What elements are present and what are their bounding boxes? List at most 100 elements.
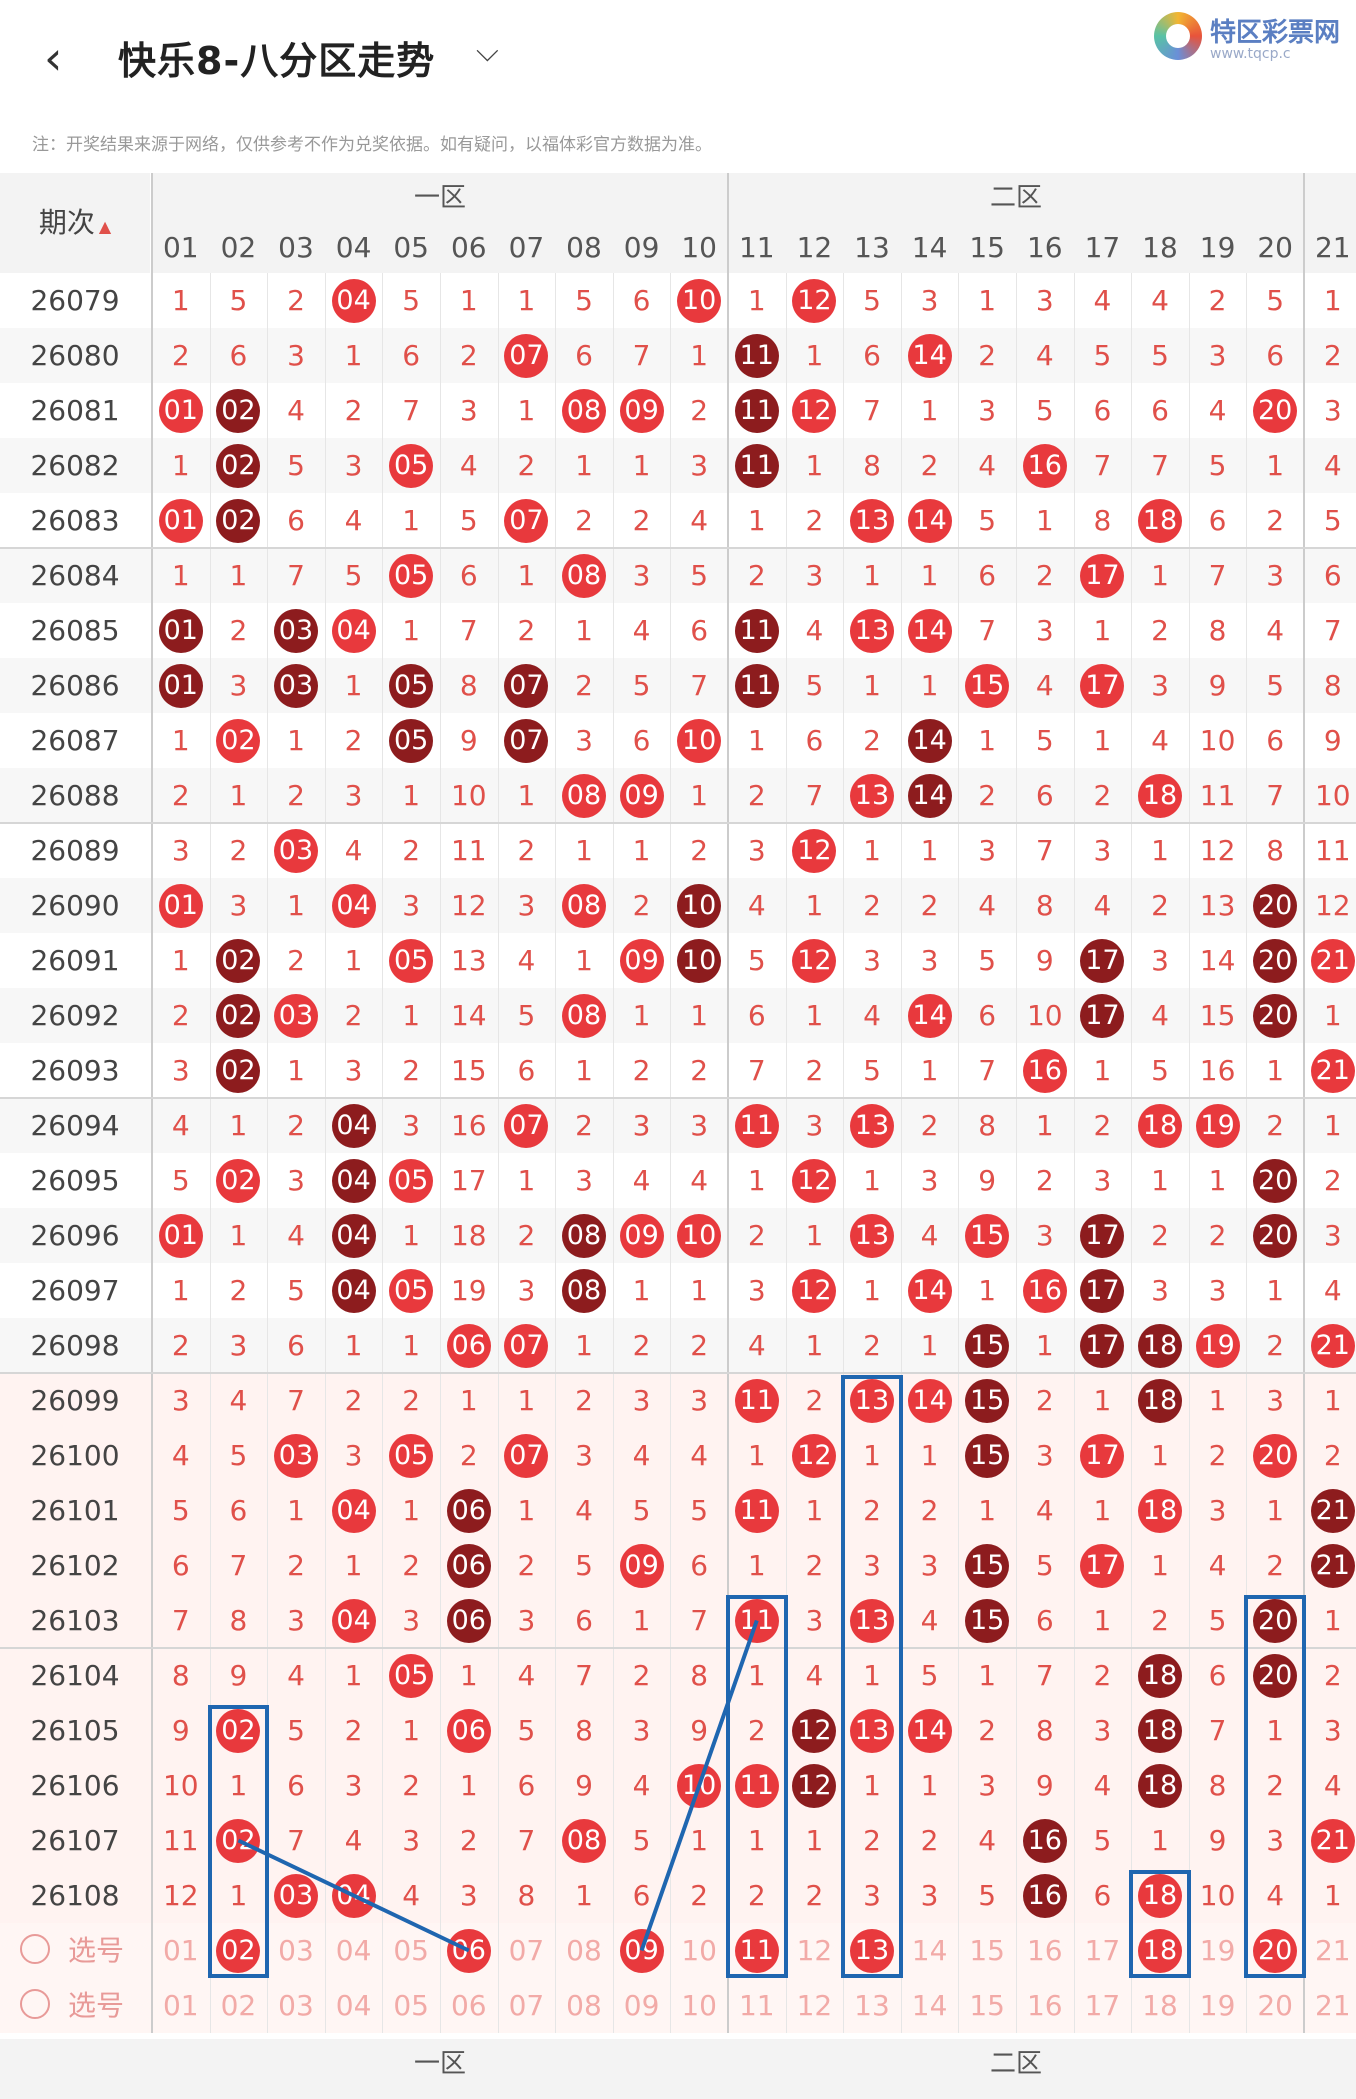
select-number[interactable]: 18: [1142, 1989, 1178, 2022]
select-number[interactable]: 08: [566, 1989, 602, 2022]
chevron-down-icon[interactable]: ⌵: [476, 34, 499, 69]
select-number[interactable]: 13: [854, 1989, 890, 2022]
page-title[interactable]: 快乐8-八分区走势: [118, 39, 436, 83]
number-cell: 8: [1035, 889, 1054, 922]
number-cell: 16: [1016, 438, 1074, 493]
number-cell: 1: [1035, 1329, 1054, 1362]
number-cell: 4: [747, 889, 766, 922]
select-number[interactable]: 04: [335, 1989, 372, 2022]
logo-text: 特区彩票网: [1210, 18, 1341, 48]
select-number[interactable]: 03: [278, 1934, 314, 1967]
number-cell: 1: [575, 1329, 593, 1362]
picked-ball[interactable]: 20: [1253, 1928, 1298, 1973]
select-number[interactable]: 12: [796, 1989, 833, 2022]
select-number[interactable]: 04: [335, 1934, 372, 1967]
number-cell: 1: [1093, 724, 1112, 757]
number-cell: 5: [344, 559, 363, 592]
select-number[interactable]: 08: [566, 1934, 602, 1967]
number-cell: 3: [517, 889, 536, 922]
period-cell: 26093: [30, 1054, 120, 1087]
select-number[interactable]: 18: [1131, 1923, 1189, 1978]
select-radio[interactable]: [20, 1934, 50, 1964]
drawn-ball: 15: [965, 1213, 1010, 1258]
select-number[interactable]: 06: [450, 1989, 487, 2022]
sort-icon[interactable]: ▲: [98, 217, 112, 236]
select-number[interactable]: 05: [393, 1989, 429, 2022]
picked-ball[interactable]: 02: [216, 1928, 261, 1973]
number-cell: 4: [459, 449, 478, 482]
number-cell: 01: [152, 1208, 210, 1263]
column-header: 08: [555, 223, 613, 273]
select-number[interactable]: 10: [681, 1989, 717, 2022]
number-cell: 3: [863, 1879, 881, 1912]
number-cell: 2: [632, 889, 651, 922]
select-number[interactable]: 14: [911, 1989, 948, 2022]
number-cell: 1: [805, 1494, 824, 1527]
picked-ball[interactable]: 11: [734, 1928, 779, 1973]
drawn-ball: 20: [1253, 993, 1298, 1038]
highlight-box: [726, 1595, 788, 1978]
back-arrow-icon[interactable]: ‹: [44, 31, 63, 85]
select-number[interactable]: 19: [1199, 1989, 1236, 2022]
period-header[interactable]: 期次 ▲: [0, 173, 150, 273]
select-number[interactable]: 17: [1084, 1989, 1121, 2022]
drawn-ball: 12: [792, 1433, 837, 1478]
select-number[interactable]: 17: [1084, 1934, 1121, 1967]
select-number[interactable]: 15: [969, 1934, 1005, 1967]
select-number[interactable]: 14: [911, 1934, 948, 1967]
number-cell: 7: [1208, 1714, 1227, 1747]
select-number[interactable]: 02: [220, 1989, 257, 2022]
select-number[interactable]: 16: [1026, 1934, 1063, 1967]
select-number[interactable]: 07: [508, 1934, 545, 1967]
number-cell: 2: [920, 1109, 939, 1142]
number-cell: 2: [575, 504, 593, 537]
select-number[interactable]: 03: [278, 1989, 314, 2022]
select-number[interactable]: 01: [162, 1934, 199, 1967]
select-number[interactable]: 20: [1246, 1923, 1304, 1978]
select-number[interactable]: 11: [738, 1989, 775, 2022]
select-number[interactable]: 09: [623, 1989, 660, 2022]
table-row: 26085 01 2 03 04 1 7 2 1 4 6 11 4 13 14 7 3 1 2 8 4 7: [0, 603, 1356, 658]
number-cell: 1: [1093, 614, 1112, 647]
number-cell: 1: [1151, 834, 1169, 867]
number-cell: 12: [786, 1758, 844, 1813]
select-number[interactable]: 21: [1314, 1989, 1351, 2022]
column-divider: [267, 273, 269, 2033]
number-cell: 9: [575, 1769, 593, 1802]
number-cell: 7: [1035, 834, 1054, 867]
number-cell: 2: [287, 1109, 305, 1142]
drawn-ball: 15: [965, 1323, 1010, 1368]
picked-ball[interactable]: 13: [849, 1928, 894, 1973]
column-divider: [612, 273, 614, 2033]
drawn-ball: 18: [1137, 1708, 1182, 1753]
select-radio[interactable]: [20, 1989, 50, 2019]
select-number[interactable]: 19: [1199, 1934, 1236, 1967]
select-number[interactable]: 20: [1257, 1989, 1293, 2022]
number-cell: 6: [517, 1769, 536, 1802]
select-number[interactable]: 01: [162, 1989, 199, 2022]
number-cell: 01: [152, 383, 210, 438]
table-row: 26100 4 5 03 3 05 2 07 3 4 4 1 12 1 1 15 3 17 1 2 20 2: [0, 1428, 1356, 1483]
select-number[interactable]: 12: [796, 1934, 833, 1967]
table-row: 26090 01 3 1 04 3 12 3 08 2 10 4 1 2 2 4 8 4 2 13 20 12: [0, 878, 1356, 933]
select-number[interactable]: 10: [681, 1934, 717, 1967]
number-cell: 17: [1074, 933, 1132, 988]
picked-ball[interactable]: 18: [1137, 1928, 1182, 1973]
number-cell: 09: [613, 383, 671, 438]
drawn-ball: 14: [907, 773, 952, 818]
number-cell: 2: [229, 834, 248, 867]
number-cell: 1: [1035, 1109, 1054, 1142]
number-cell: 1: [1323, 999, 1342, 1032]
number-cell: 1: [459, 1659, 478, 1692]
select-number[interactable]: 07: [508, 1989, 545, 2022]
select-number[interactable]: 02: [210, 1923, 268, 1978]
select-number[interactable]: 16: [1026, 1989, 1063, 2022]
number-cell: 2: [402, 1549, 421, 1582]
number-cell: 1: [1266, 449, 1285, 482]
select-number[interactable]: 11: [728, 1923, 786, 1978]
select-number[interactable]: 13: [843, 1923, 901, 1978]
select-number[interactable]: 05: [393, 1934, 429, 1967]
zone-header-3: [1304, 173, 1356, 223]
select-number[interactable]: 21: [1314, 1934, 1351, 1967]
select-number[interactable]: 15: [969, 1989, 1005, 2022]
